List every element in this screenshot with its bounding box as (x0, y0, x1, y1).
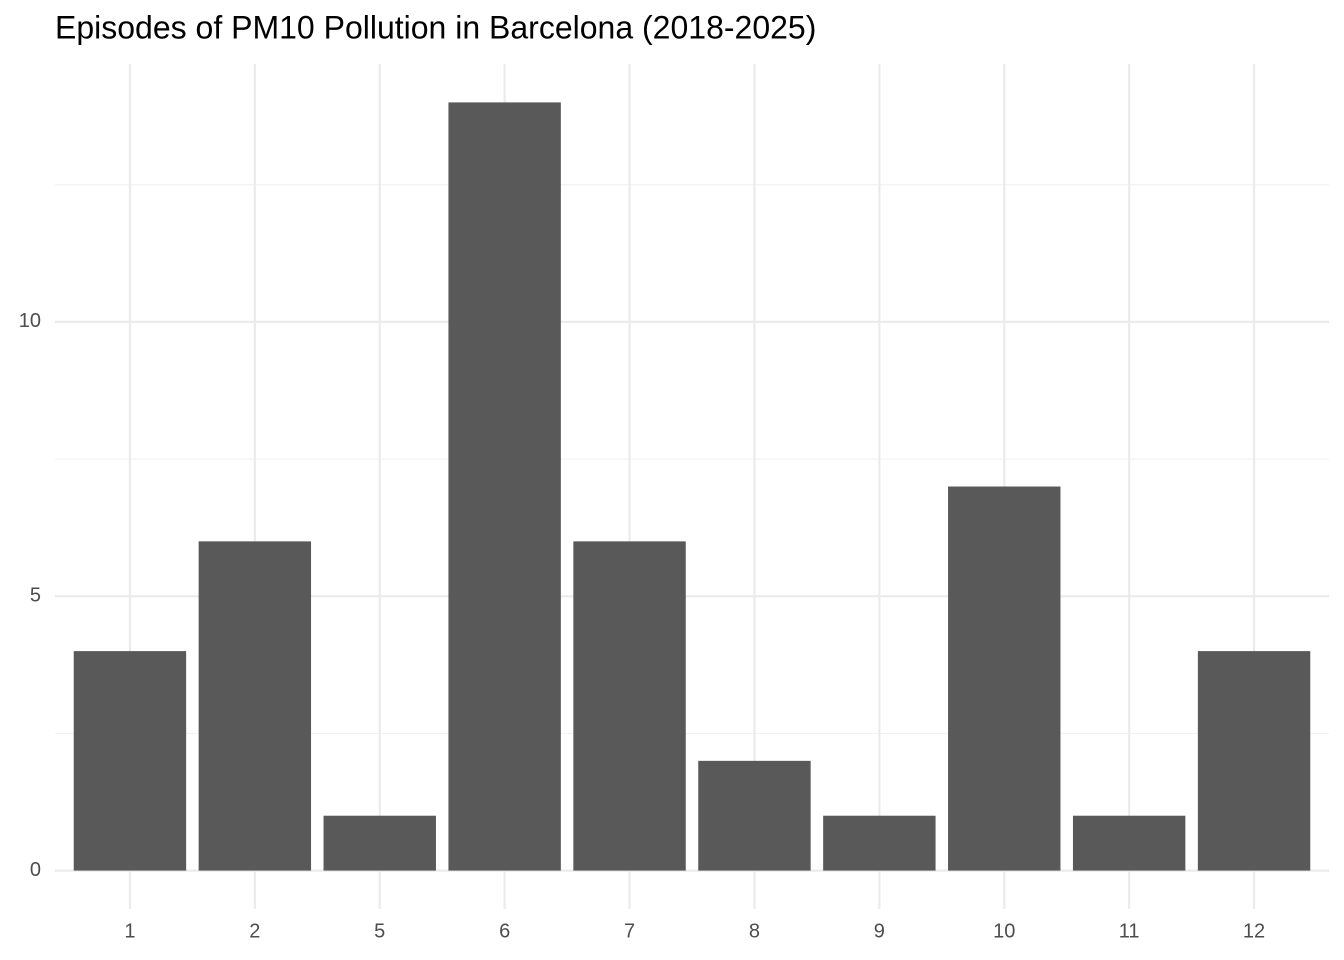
bar (73, 651, 187, 871)
x-tick-label: 2 (249, 920, 260, 942)
bar (948, 486, 1061, 871)
x-tick-label: 9 (874, 920, 885, 942)
x-tick-label: 10 (993, 920, 1015, 942)
y-tick-label: 5 (30, 585, 41, 607)
bar (323, 815, 436, 871)
x-tick-label: 6 (499, 920, 510, 942)
bar (1072, 815, 1186, 871)
bar (823, 815, 936, 871)
y-tick-label: 0 (30, 859, 41, 881)
bar (198, 541, 312, 871)
x-tick-label: 8 (749, 920, 760, 942)
chart-title: Episodes of PM10 Pollution in Barcelona … (55, 9, 816, 45)
x-tick-label: 12 (1243, 920, 1265, 942)
x-tick-label: 5 (374, 920, 385, 942)
bar (698, 760, 811, 871)
x-tick-label: 1 (124, 920, 135, 942)
bar (448, 102, 561, 871)
x-tick-label: 11 (1119, 920, 1140, 942)
y-tick-label: 10 (19, 310, 41, 332)
x-tick-label: 7 (624, 920, 635, 942)
bar (1197, 651, 1311, 871)
bar (573, 541, 686, 871)
